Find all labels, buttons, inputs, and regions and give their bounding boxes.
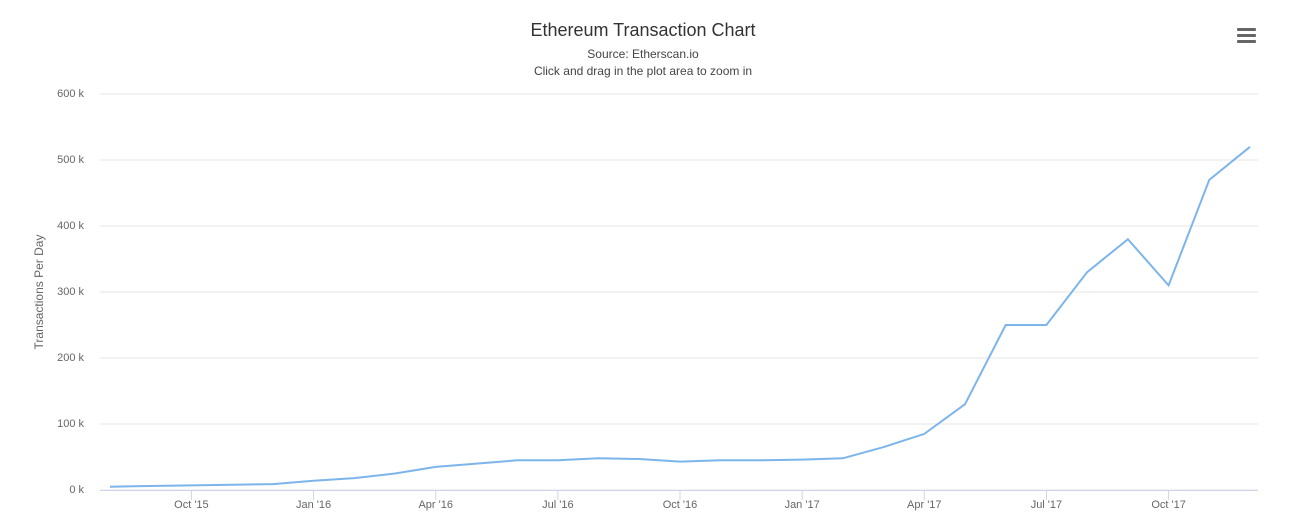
- chart-title: Ethereum Transaction Chart: [530, 20, 755, 40]
- x-tick-label: Apr '17: [907, 499, 942, 511]
- x-tick-label: Jul '17: [1031, 499, 1062, 511]
- data-line: [109, 146, 1251, 488]
- y-tick-label: 400 k: [57, 220, 84, 232]
- y-tick-label: 600 k: [57, 88, 84, 100]
- x-tick-label: Oct '16: [663, 499, 698, 511]
- x-tick-label: Apr '16: [418, 499, 453, 511]
- x-tick-label: Jul '16: [542, 499, 573, 511]
- chart-note: Click and drag in the plot area to zoom …: [534, 64, 752, 78]
- x-tick-label: Jan '16: [296, 499, 331, 511]
- menu-button[interactable]: [1237, 28, 1256, 43]
- y-tick-label: 500 k: [57, 154, 84, 166]
- y-tick-label: 0 k: [69, 484, 84, 496]
- y-tick-label: 300 k: [57, 286, 84, 298]
- x-tick-label: Oct '15: [174, 499, 209, 511]
- y-tick-label: 100 k: [57, 418, 84, 430]
- x-tick-label: Jan '17: [785, 499, 820, 511]
- chart-subtitle: Source: Etherscan.io: [587, 47, 699, 61]
- y-tick-label: 200 k: [57, 352, 84, 364]
- y-axis-label: Transactions Per Day: [32, 235, 46, 350]
- x-tick-label: Oct '17: [1151, 499, 1186, 511]
